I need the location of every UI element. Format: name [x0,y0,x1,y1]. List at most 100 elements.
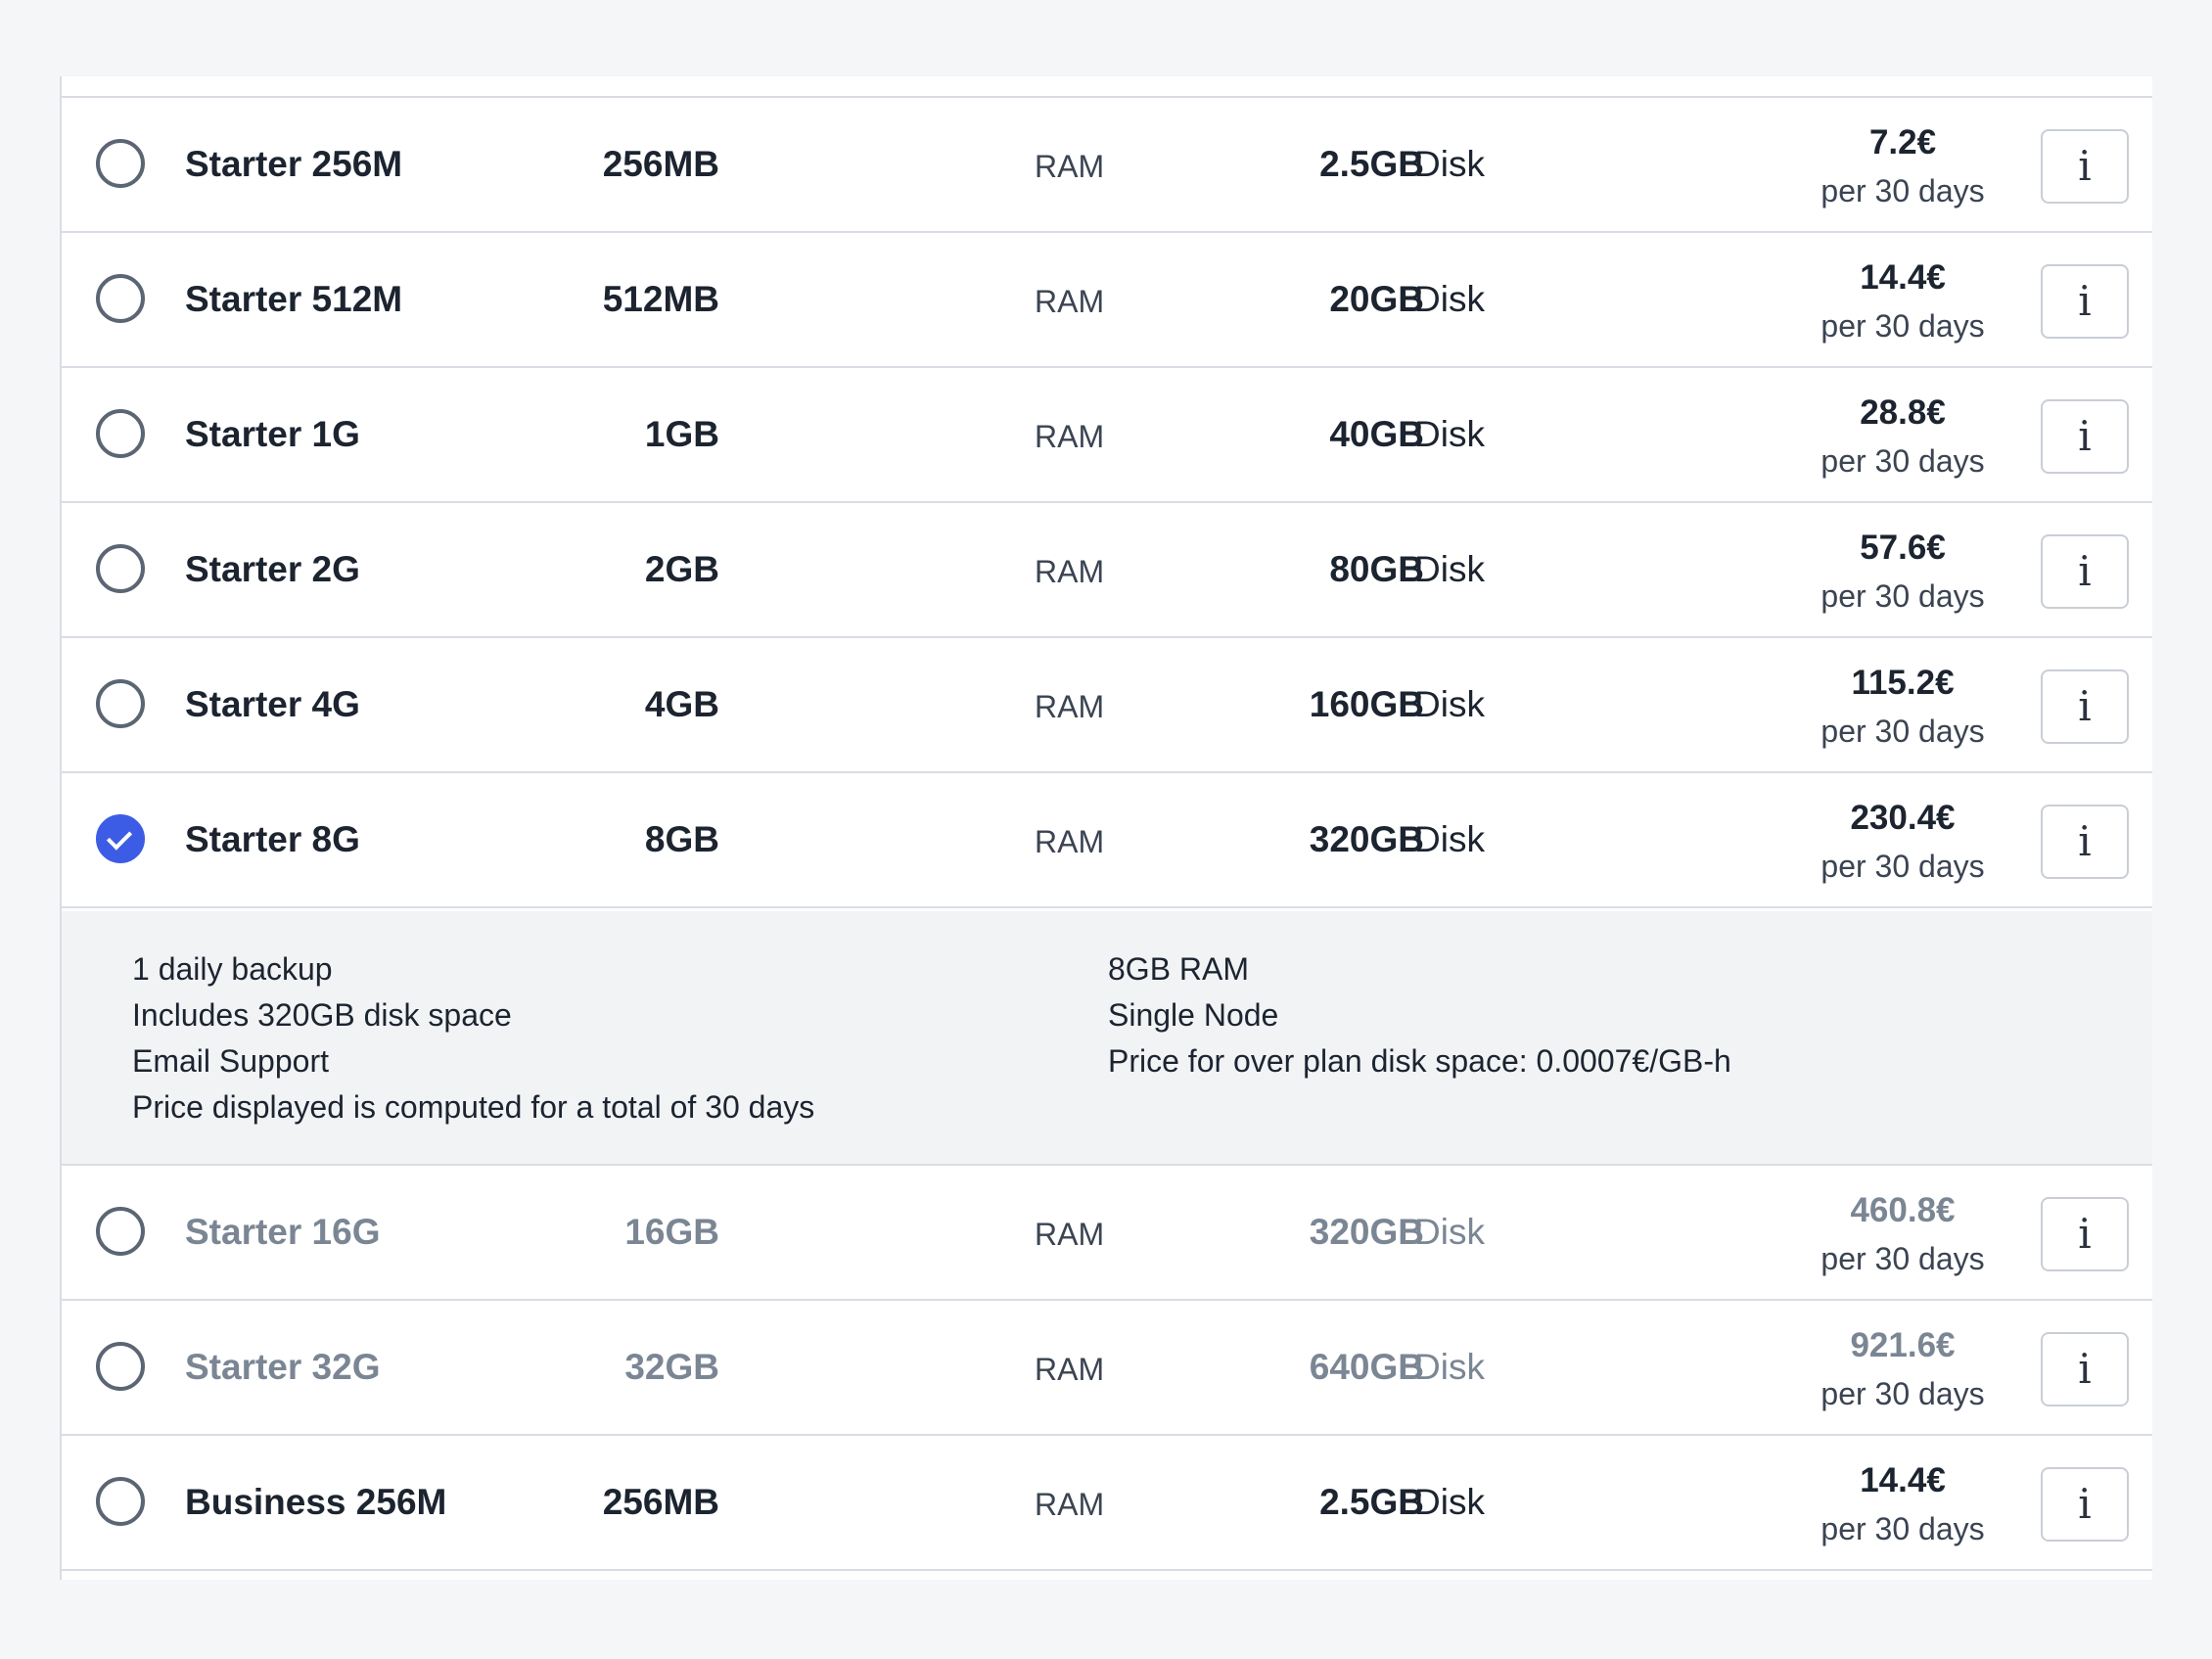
plan-name: Starter 512M [185,279,403,319]
price: 28.8€ per 30 days [1780,390,2025,485]
radio-circle-icon[interactable] [96,814,145,863]
price-period: per 30 days [1820,1511,1985,1546]
price-amount: 57.6€ [1860,529,1946,567]
price-period: per 30 days [1820,849,1985,884]
disk-value: 20GB [1329,279,1424,319]
price-period: per 30 days [1820,714,1985,749]
plan-row-starter-16g[interactable]: Starter 16G 16GB RAM 320GB Disk 460.8€ p… [62,1166,2152,1301]
plan-row-starter-32g[interactable]: Starter 32G 32GB RAM 640GB Disk 921.6€ p… [62,1301,2152,1436]
disk-value: 2.5GB [1319,1482,1424,1522]
ram-value: 256MB [602,1482,719,1522]
disk-unit: Disk [1414,1347,1485,1387]
disk-unit: Disk [1414,414,1485,454]
info-button[interactable]: i [2041,534,2129,609]
plan-row-starter-2g[interactable]: Starter 2G 2GB RAM 80GB Disk 57.6€ per 3… [62,503,2152,638]
info-button[interactable]: i [2041,1332,2129,1406]
info-button[interactable]: i [2041,1197,2129,1271]
info-icon: i [2078,1345,2092,1393]
plan-row-business-256m[interactable]: Business 256M 256MB RAM 2.5GB Disk 14.4€… [62,1436,2152,1571]
price-amount: 7.2€ [1868,123,1937,161]
price-period: per 30 days [1820,1241,1985,1276]
disk-value: 160GB [1309,684,1424,724]
info-icon: i [2078,1480,2092,1528]
radio-circle-icon[interactable] [96,1207,145,1256]
detail-line: 1 daily backup [132,951,333,987]
details-left-column: 1 daily backup Includes 320GB disk space… [132,946,814,1130]
plan-row-starter-256m[interactable]: Starter 256M 256MB RAM 2.5GB Disk 7.2€ p… [62,98,2152,233]
radio-circle-icon[interactable] [96,139,145,188]
plan-list: Starter 256M 256MB RAM 2.5GB Disk 7.2€ p… [60,76,2152,1580]
radio-circle-icon[interactable] [96,679,145,728]
ram-value: 256MB [602,144,719,184]
info-icon: i [2078,412,2092,460]
check-icon [106,824,133,851]
price-period: per 30 days [1820,578,1985,614]
price: 14.4€ per 30 days [1780,1457,2025,1553]
radio-circle-icon[interactable] [96,274,145,323]
disk-unit: Disk [1414,819,1485,859]
disk-unit: Disk [1414,1212,1485,1252]
details-right-column: 8GB RAM Single Node Price for over plan … [1108,946,1731,1084]
info-icon: i [2078,1210,2092,1258]
price-amount: 115.2€ [1851,664,1955,702]
divider [62,96,2152,98]
plan-row-starter-8g[interactable]: Starter 8G 8GB RAM 320GB Disk 230.4€ per… [62,773,2152,908]
disk-value: 320GB [1309,819,1424,859]
radio-circle-icon[interactable] [96,409,145,458]
info-button[interactable]: i [2041,129,2129,204]
info-icon: i [2078,682,2092,730]
disk-value: 2.5GB [1319,144,1424,184]
detail-line: Single Node [1108,997,1279,1033]
info-button[interactable]: i [2041,1467,2129,1542]
price: 14.4€ per 30 days [1780,254,2025,350]
plan-row-starter-512m[interactable]: Starter 512M 512MB RAM 20GB Disk 14.4€ p… [62,233,2152,368]
info-icon: i [2078,547,2092,595]
disk-unit: Disk [1414,549,1485,589]
disk-unit: Disk [1414,144,1485,184]
plan-name: Business 256M [185,1482,447,1522]
ram-unit: RAM [1035,824,1105,859]
plan-name: Starter 2G [185,549,360,589]
plan-details: 1 daily backup Includes 320GB disk space… [62,911,2152,1166]
plan-name: Starter 1G [185,414,360,454]
ram-unit: RAM [1035,689,1105,724]
price-amount: 921.6€ [1850,1326,1956,1364]
ram-value: 8GB [644,819,719,859]
price-period: per 30 days [1820,308,1985,344]
price-period: per 30 days [1820,443,1985,479]
ram-unit: RAM [1035,149,1105,184]
detail-line: Includes 320GB disk space [132,997,512,1033]
plan-row-starter-1g[interactable]: Starter 1G 1GB RAM 40GB Disk 28.8€ per 3… [62,368,2152,503]
info-button[interactable]: i [2041,399,2129,474]
radio-circle-icon[interactable] [96,1342,145,1391]
detail-line: Price displayed is computed for a total … [132,1089,815,1125]
plan-name: Starter 256M [185,144,403,184]
price: 57.6€ per 30 days [1780,525,2025,621]
ram-unit: RAM [1035,284,1105,319]
price: 921.6€ per 30 days [1780,1322,2025,1418]
info-button[interactable]: i [2041,264,2129,339]
radio-circle-icon[interactable] [96,544,145,593]
ram-unit: RAM [1035,419,1105,454]
disk-value: 40GB [1329,414,1424,454]
disk-value: 640GB [1309,1347,1424,1387]
disk-unit: Disk [1414,1482,1485,1522]
radio-circle-icon[interactable] [96,1477,145,1526]
ram-unit: RAM [1035,1352,1105,1387]
disk-value: 320GB [1309,1212,1424,1252]
plan-name: Starter 8G [185,819,360,859]
detail-line: Email Support [132,1043,329,1079]
info-button[interactable]: i [2041,669,2129,744]
info-icon: i [2078,277,2092,325]
info-icon: i [2078,142,2092,190]
plan-name: Starter 4G [185,684,360,724]
price: 460.8€ per 30 days [1780,1187,2025,1283]
plan-row-starter-4g[interactable]: Starter 4G 4GB RAM 160GB Disk 115.2€ per… [62,638,2152,773]
ram-value: 512MB [602,279,719,319]
price-amount: 28.8€ [1860,393,1946,432]
info-button[interactable]: i [2041,805,2129,879]
price: 7.2€ per 30 days [1780,119,2025,215]
detail-line: Price for over plan disk space: 0.0007€/… [1108,1043,1731,1079]
price-amount: 14.4€ [1860,1461,1946,1499]
ram-value: 32GB [624,1347,719,1387]
